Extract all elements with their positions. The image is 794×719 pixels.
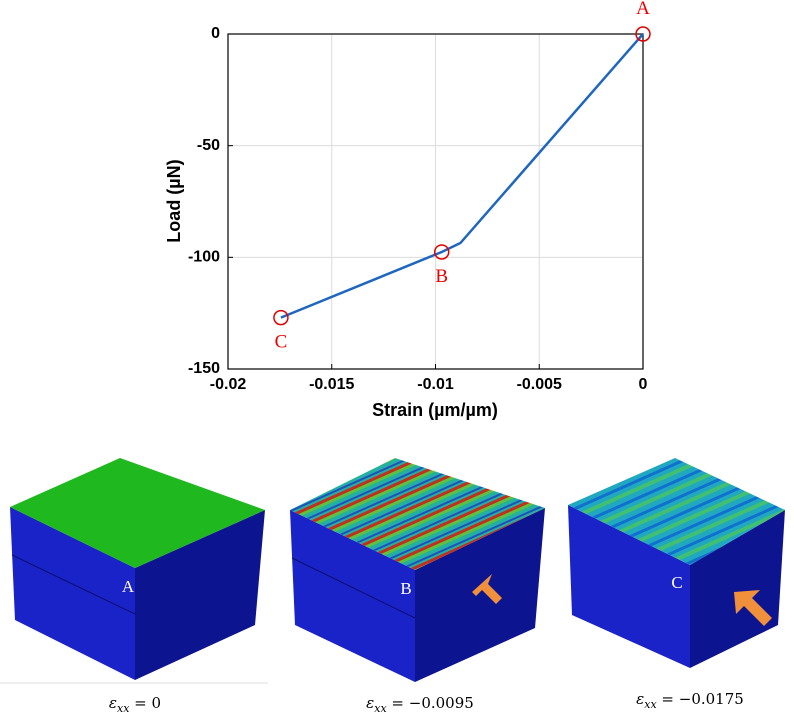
y-tick-label: -150	[188, 360, 220, 377]
y-axis-label: Load (µN)	[164, 159, 184, 242]
x-tick-label: -0.015	[309, 376, 354, 393]
caption-symbol: ε	[366, 694, 374, 712]
panel-label: B	[400, 579, 411, 598]
y-tick-label: -50	[197, 137, 220, 154]
caption-value: = −0.0175	[657, 690, 744, 708]
y-tick-label: -100	[188, 249, 220, 266]
marker-label: B	[435, 266, 448, 287]
caption-subscript: xx	[374, 702, 387, 715]
caption-subscript: xx	[117, 702, 130, 715]
y-tick-label: 0	[211, 25, 220, 42]
caption: εxx = −0.0175	[636, 690, 744, 711]
caption: εxx = −0.0095	[366, 694, 474, 715]
panel-label: A	[122, 577, 135, 596]
figure: Strain (µm/µm) Load (µN) -150 -100 -50 0 -0.…	[0, 0, 794, 719]
caption-value: = −0.0095	[387, 694, 474, 712]
caption-symbol: ε	[636, 690, 644, 708]
caption-subscript: xx	[644, 698, 657, 711]
x-tick-label: -0.01	[417, 376, 454, 393]
data-line	[281, 34, 643, 318]
x-tick-label: 0	[639, 376, 648, 393]
caption-value: = 0	[129, 694, 161, 712]
x-axis-label: Strain (µm/µm)	[372, 400, 498, 420]
marker-label: C	[275, 332, 288, 353]
caption-symbol: ε	[109, 694, 117, 712]
marker-label: A	[636, 0, 650, 19]
chart: Strain (µm/µm) Load (µN) -150 -100 -50 0 -0.…	[164, 0, 650, 420]
x-tick-label: -0.005	[517, 376, 562, 393]
panel-label: C	[671, 573, 682, 592]
caption: εxx = 0	[109, 694, 161, 715]
x-tick-label: -0.02	[210, 376, 247, 393]
